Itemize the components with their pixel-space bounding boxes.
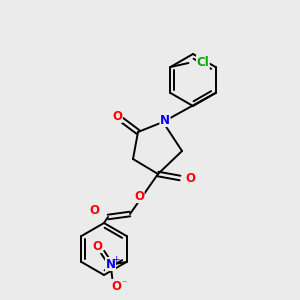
Text: O: O xyxy=(92,239,103,253)
Text: O: O xyxy=(185,172,195,184)
Text: O: O xyxy=(112,280,122,292)
Text: N: N xyxy=(160,113,170,127)
Text: Cl: Cl xyxy=(196,56,209,68)
Text: O: O xyxy=(112,110,122,122)
Text: O: O xyxy=(89,203,99,217)
Text: +: + xyxy=(112,256,119,265)
Text: ⁻: ⁻ xyxy=(121,279,126,289)
Text: N: N xyxy=(106,257,116,271)
Text: O: O xyxy=(134,190,144,202)
